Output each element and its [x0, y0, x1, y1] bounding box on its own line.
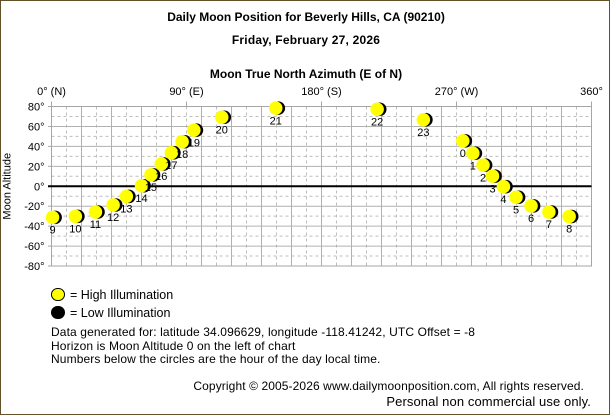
- y-axis-title: Moon Altitude: [2, 153, 14, 220]
- x-tick-label: 0° (N): [37, 86, 66, 98]
- moon-point: [144, 168, 158, 182]
- moon-hour-label: 8: [566, 224, 572, 236]
- y-tick-label: 80°: [28, 102, 45, 114]
- page-title: Daily Moon Position for Beverly Hills, C…: [167, 10, 445, 24]
- moon-hour-label: 13: [120, 204, 132, 216]
- moon-point: [562, 209, 576, 224]
- moon-point: [416, 113, 431, 127]
- moon-point: [524, 199, 538, 213]
- moon-point: [485, 169, 500, 183]
- legend-label-high: = High Illumination: [70, 287, 174, 302]
- x-tick-label: 270° (W): [435, 86, 479, 98]
- moon-point: [542, 205, 556, 219]
- moon-point: [45, 210, 60, 225]
- low-illumination-circle-icon: [51, 305, 65, 320]
- moon-point: [154, 157, 169, 171]
- x-tick-label: 360°: [580, 86, 603, 98]
- footer-personal-use: Personal non commercial use only.: [386, 393, 591, 409]
- y-tick-label: -80°: [24, 261, 44, 273]
- moon-point: [134, 179, 149, 193]
- moon-hour-label: 6: [528, 213, 534, 225]
- legend-label-low: = Low Illumination: [70, 305, 171, 320]
- moon-hour-label: 22: [371, 116, 383, 128]
- moon-hour-label: 1: [470, 160, 476, 172]
- moon-hour-label: 7: [546, 219, 552, 231]
- moon-hour-label: 3: [489, 183, 495, 195]
- moon-point: [88, 205, 103, 219]
- moon-hour-label: 14: [135, 193, 147, 205]
- moon-point: [106, 198, 120, 212]
- moon-point: [269, 101, 283, 115]
- info-horizon: Horizon is Moon Altitude 0 on the left o…: [51, 338, 296, 353]
- moon-hour-label: 17: [165, 160, 177, 172]
- y-tick-label: -60°: [24, 241, 44, 253]
- moon-hour-label: 4: [500, 194, 506, 206]
- moon-point: [456, 134, 470, 148]
- moon-point: [215, 110, 229, 125]
- moon-hour-label: 15: [145, 182, 157, 194]
- moon-point: [119, 189, 134, 204]
- footer-copyright: Copyright © 2005-2026 www.dailymoonposit…: [193, 379, 584, 393]
- moon-hour-label: 0: [460, 148, 466, 160]
- moon-point: [466, 146, 480, 161]
- y-tick-label: 40°: [28, 141, 45, 153]
- info-data-generated: Data generated for: latitude 34.096629, …: [51, 325, 476, 339]
- moon-hour-label: 10: [69, 224, 81, 236]
- moon-hour-label: 18: [176, 149, 188, 161]
- high-illumination-circle-icon: [51, 287, 65, 302]
- moon-hour-label: 5: [513, 204, 519, 216]
- moon-point: [496, 179, 511, 194]
- legend-item-low-illumination: = Low Illumination: [51, 305, 170, 320]
- legend-item-high-illumination: = High Illumination: [51, 287, 173, 302]
- moon-point: [175, 135, 189, 149]
- moon-point: [476, 158, 490, 172]
- moon-hour-label: 2: [480, 172, 486, 184]
- y-tick-label: 0°: [34, 181, 45, 193]
- info-numbers: Numbers below the circles are the hour o…: [51, 352, 381, 366]
- moon-hour-label: 23: [417, 127, 429, 139]
- moon-hour-label: 16: [155, 171, 167, 183]
- moon-point: [164, 146, 179, 160]
- moon-hour-label: 9: [49, 225, 55, 237]
- y-tick-label: -20°: [24, 201, 44, 213]
- x-tick-label: 180° (S): [301, 86, 341, 98]
- moon-hour-label: 21: [270, 115, 282, 127]
- moon-hour-label: 12: [107, 212, 119, 224]
- x-tick-label: 90° (E): [169, 86, 203, 98]
- moon-hour-label: 11: [90, 219, 101, 231]
- chart-title: Moon True North Azimuth (E of N): [210, 67, 402, 81]
- moon-point: [187, 123, 201, 137]
- moon-point: [370, 102, 384, 117]
- moon-point: [509, 190, 523, 204]
- y-tick-label: 60°: [28, 121, 45, 133]
- y-tick-label: 20°: [28, 161, 45, 173]
- y-tick-label: -40°: [24, 221, 44, 233]
- moon-point: [68, 209, 83, 224]
- moon-hour-label: 19: [188, 137, 200, 149]
- page-date: Friday, February 27, 2026: [231, 33, 381, 47]
- moon-hour-label: 20: [216, 124, 228, 136]
